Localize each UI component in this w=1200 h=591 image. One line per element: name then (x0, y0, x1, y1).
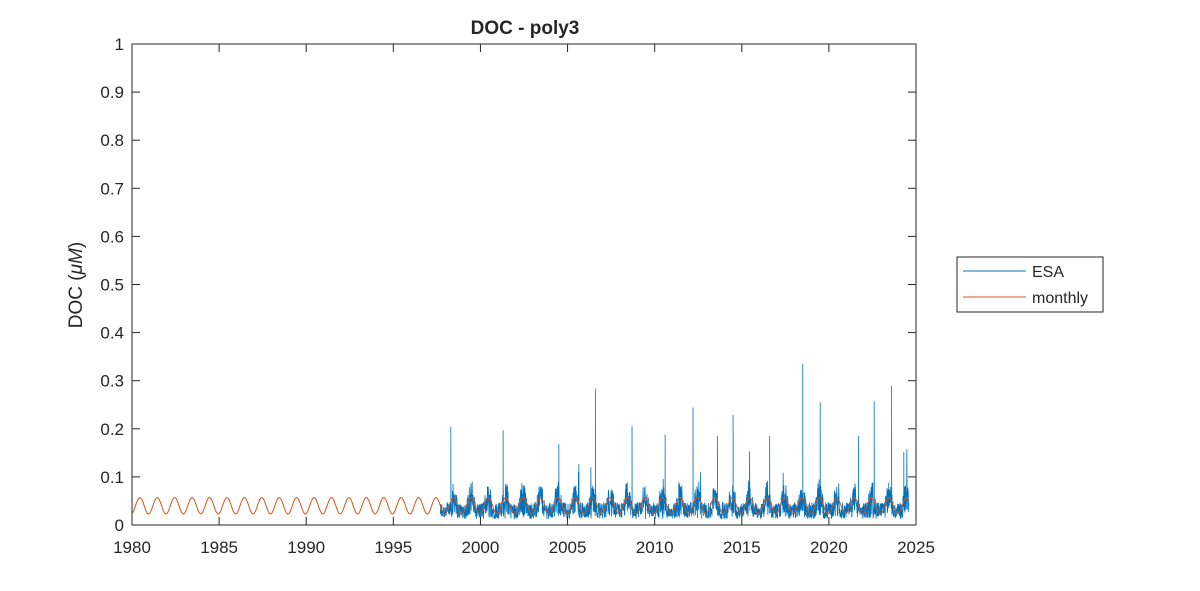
y-tick-label: 0.6 (100, 227, 124, 246)
y-tick-label: 0.1 (100, 468, 124, 487)
x-tick-label: 1985 (200, 538, 238, 557)
y-tick-label: 0.5 (100, 276, 124, 295)
x-tick-label: 2010 (636, 538, 674, 557)
y-axis-label-suffix: ) (66, 242, 87, 248)
series-line-monthly (132, 497, 910, 515)
y-axis-label-prefix: DOC ( (66, 274, 87, 329)
x-tick-label: 2000 (462, 538, 500, 557)
y-tick-label: 0.4 (100, 324, 124, 343)
y-tick-label: 0.2 (100, 420, 124, 439)
legend-label-monthly: monthly (1032, 290, 1088, 307)
chart-title: DOC - poly3 (471, 18, 580, 39)
y-tick-label: 0.9 (100, 83, 124, 102)
y-tick-label: 0.8 (100, 131, 124, 150)
y-axis-label: DOC (μM) (66, 242, 87, 328)
legend: ESA monthly (956, 256, 1104, 313)
legend-box (956, 256, 1104, 313)
y-tick-label: 0.7 (100, 179, 124, 198)
x-tick-label: 1990 (287, 538, 325, 557)
y-tick-label: 0 (115, 516, 124, 535)
y-axis-ticks: 0 0.1 0.2 0.3 0.4 0.5 0.6 0.7 0.8 0.9 1 (100, 35, 916, 535)
x-tick-label: 2005 (549, 538, 587, 557)
y-axis-label-unit: μM (66, 248, 87, 275)
x-axis-ticks: 1980 1985 1990 1995 2000 2005 2010 2015 2020 2025 (113, 44, 935, 557)
x-tick-label: 2015 (723, 538, 761, 557)
y-tick-label: 1 (115, 35, 124, 54)
x-tick-label: 2025 (897, 538, 935, 557)
plot-area (131, 43, 917, 526)
legend-label-esa: ESA (1032, 264, 1064, 281)
x-tick-label: 1995 (374, 538, 412, 557)
x-tick-label: 2020 (810, 538, 848, 557)
y-tick-label: 0.3 (100, 372, 124, 391)
series-line-esa (439, 363, 910, 520)
x-tick-label: 1980 (113, 538, 151, 557)
series-layer (132, 363, 910, 520)
